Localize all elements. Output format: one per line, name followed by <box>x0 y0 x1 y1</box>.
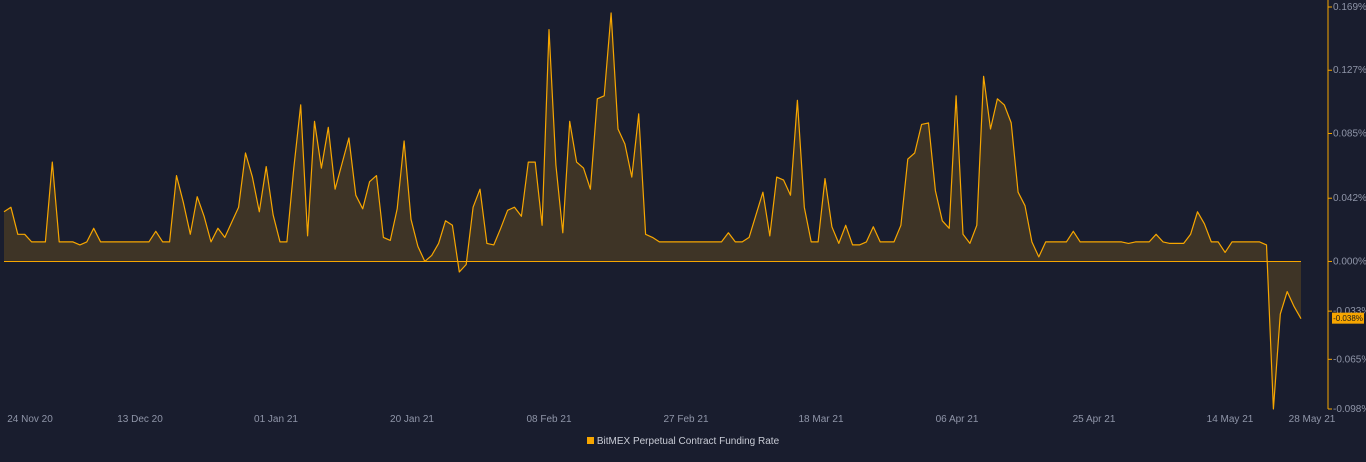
y-tick-label: 0.000% <box>1333 256 1366 267</box>
last-value-badge-label: -0.038% <box>1333 314 1363 323</box>
series-line-funding-rate <box>3 12 1302 410</box>
x-tick-label: 27 Feb 21 <box>663 414 708 425</box>
last-value-badge-bg <box>1332 312 1364 324</box>
y-axis-ticks: 0.169%0.127%0.085%0.042%0.000%-0.033%-0.… <box>1328 2 1366 415</box>
x-tick-label: 24 Nov 20 <box>7 414 53 425</box>
x-tick-label: 18 Mar 21 <box>798 414 843 425</box>
x-tick-label: 28 May 21 <box>1289 414 1336 425</box>
x-tick-label: 14 May 21 <box>1207 414 1254 425</box>
x-tick-label: 08 Feb 21 <box>526 414 571 425</box>
legend-swatch <box>586 437 594 444</box>
y-tick-label: -0.098% <box>1333 404 1366 415</box>
x-tick-label: 25 Apr 21 <box>1073 414 1116 425</box>
x-tick-label: 13 Dec 20 <box>117 414 163 425</box>
y-tick-label: 0.169% <box>1333 2 1366 13</box>
y-tick-label: 0.042% <box>1333 193 1366 204</box>
y-tick-label: 0.127% <box>1333 65 1366 76</box>
x-axis-ticks: 24 Nov 20 13 Dec 20 01 Jan 21 20 Jan 21 08 F… <box>7 414 1336 425</box>
y-tick-label: 0.085% <box>1333 128 1366 139</box>
last-value-badge: -0.038% <box>1332 312 1364 324</box>
x-tick-label: 06 Apr 21 <box>936 414 979 425</box>
x-tick-label: 20 Jan 21 <box>390 414 434 425</box>
funding-rate-area-fill <box>4 13 1301 409</box>
y-tick-label: -0.033% <box>1333 306 1366 317</box>
x-tick-label: 01 Jan 21 <box>254 414 298 425</box>
y-tick-label: -0.065% <box>1333 354 1366 365</box>
legend-label-funding-rate: BitMEX Perpetual Contract Funding Rate <box>596 436 780 447</box>
legend[interactable]: BitMEX Perpetual Contract Funding Rate <box>0 436 1366 447</box>
